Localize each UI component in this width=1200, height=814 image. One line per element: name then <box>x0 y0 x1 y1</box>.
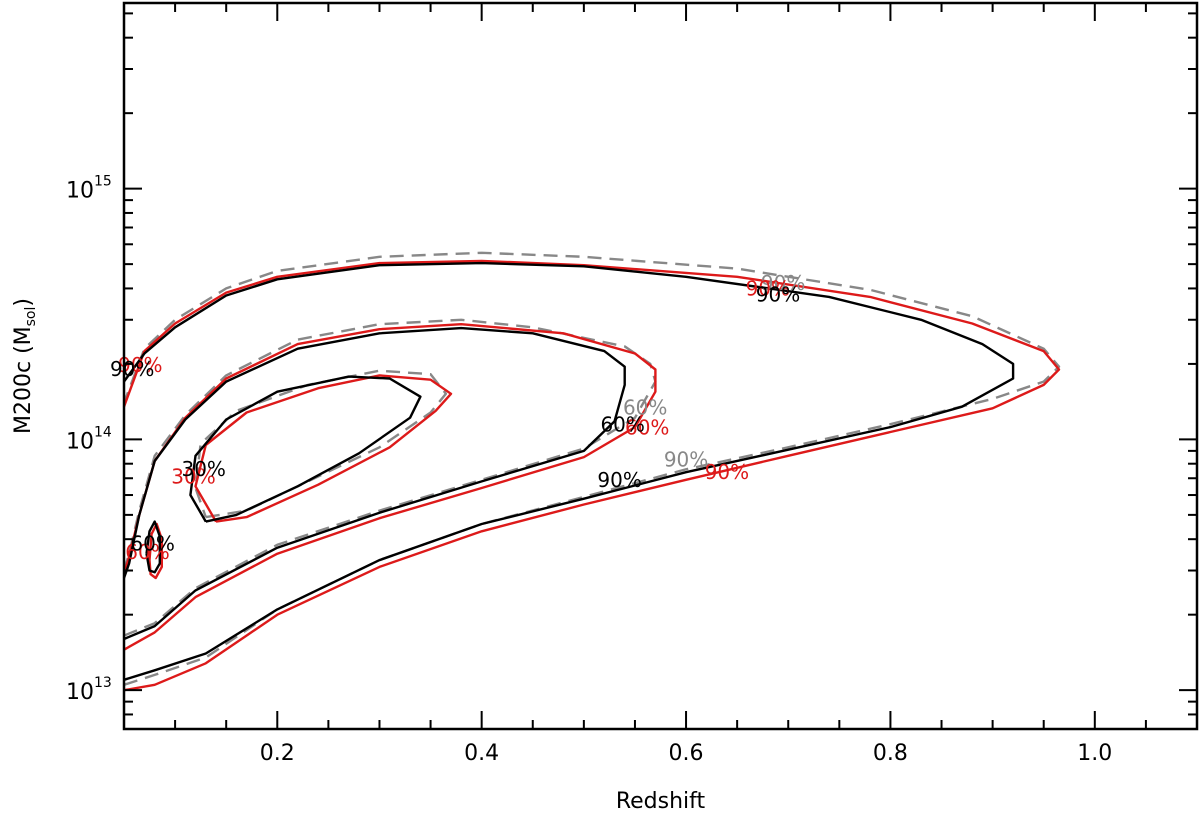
x-tick-label: 0.6 <box>669 741 704 766</box>
x-tick-label: 1.0 <box>1077 741 1112 766</box>
contour-label: 90% <box>664 448 708 472</box>
x-axis-title: Redshift <box>616 789 706 814</box>
y-tick-label: 10 <box>66 680 94 705</box>
contour-label: 60% <box>625 416 669 440</box>
contour-label: 60% <box>623 396 667 420</box>
contour-label: 30% <box>181 457 225 481</box>
y-tick-label: 10 <box>66 179 94 204</box>
contour-line <box>148 522 163 580</box>
contour-line <box>194 374 453 523</box>
contour-label: 90% <box>110 357 154 381</box>
x-tick-label: 0.8 <box>873 741 908 766</box>
contour-label: 90% <box>118 353 162 377</box>
y-axis-title-subscript: sol <box>23 307 39 327</box>
y-axis-title: M200c (Msol) <box>11 298 39 434</box>
contour-line <box>122 259 1061 692</box>
contour-label: 60% <box>130 531 174 555</box>
y-tick-label: 10 <box>66 429 94 454</box>
x-tick-label: 0.2 <box>260 741 295 766</box>
contour-label: 60% <box>125 540 169 564</box>
y-tick-exponent: 14 <box>94 424 112 440</box>
contour-label-layer: 90%90%60%90%90%60%90%60%30%90%90%60%90%6… <box>110 271 805 564</box>
contour-label: 60% <box>600 413 644 437</box>
y-axis-title-close: ) <box>11 298 36 307</box>
contour-layer <box>122 251 1061 692</box>
contour-line <box>123 261 1015 681</box>
contour-line <box>145 520 161 574</box>
x-tick-label: 0.4 <box>464 741 499 766</box>
y-axis-title-main: M200c (M <box>11 326 36 434</box>
axis-ticks <box>123 3 1198 730</box>
contour-line <box>122 326 626 641</box>
contour-label: 90% <box>597 468 641 492</box>
y-tick-exponent: 13 <box>94 675 112 691</box>
contour-line <box>122 318 657 637</box>
contour-label: 90% <box>761 271 805 295</box>
plot-frame <box>122 1 1199 731</box>
contour-label: 30% <box>171 465 215 489</box>
contour-label: 90% <box>756 283 800 307</box>
y-tick-exponent: 15 <box>94 174 112 190</box>
contour-line <box>189 375 422 523</box>
contour-label: 90% <box>705 460 749 484</box>
contour-line <box>122 251 1061 686</box>
contour-label: 90% <box>746 276 790 300</box>
contour-line <box>194 369 448 519</box>
